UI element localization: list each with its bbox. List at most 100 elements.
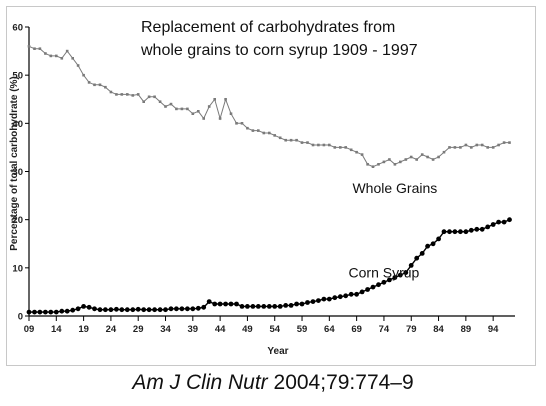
data-point-whole-grains bbox=[284, 138, 287, 142]
data-point-corn-syrup bbox=[250, 304, 256, 309]
data-point-corn-syrup bbox=[81, 304, 86, 309]
data-point-whole-grains bbox=[65, 49, 69, 53]
data-point-whole-grains bbox=[295, 138, 298, 142]
data-point-corn-syrup bbox=[376, 282, 381, 288]
data-point-corn-syrup bbox=[392, 275, 398, 280]
data-point-corn-syrup bbox=[419, 251, 425, 256]
data-point-corn-syrup bbox=[436, 236, 441, 242]
data-point-whole-grains bbox=[311, 143, 315, 147]
data-point-corn-syrup bbox=[32, 309, 37, 315]
y-tick-label: 20 bbox=[12, 215, 23, 226]
axes bbox=[28, 27, 515, 317]
data-point-whole-grains bbox=[126, 93, 129, 96]
data-point-whole-grains bbox=[268, 131, 271, 135]
data-point-corn-syrup bbox=[163, 307, 168, 313]
data-point-whole-grains bbox=[502, 141, 506, 144]
data-point-whole-grains bbox=[153, 95, 156, 99]
data-point-corn-syrup bbox=[266, 304, 272, 309]
data-point-corn-syrup bbox=[463, 229, 469, 235]
data-point-corn-syrup bbox=[272, 304, 278, 309]
data-point-whole-grains bbox=[464, 143, 468, 147]
data-point-corn-syrup bbox=[490, 222, 496, 227]
data-point-corn-syrup bbox=[326, 296, 332, 302]
data-point-whole-grains bbox=[27, 45, 31, 48]
data-point-whole-grains bbox=[136, 93, 140, 96]
data-point-whole-grains bbox=[147, 95, 151, 99]
data-point-corn-syrup bbox=[337, 294, 343, 300]
data-point-whole-grains bbox=[262, 131, 266, 135]
data-point-whole-grains bbox=[115, 93, 118, 96]
data-point-corn-syrup bbox=[114, 306, 119, 312]
data-point-whole-grains bbox=[164, 105, 167, 108]
x-tick-label: 09 bbox=[24, 324, 35, 335]
data-point-corn-syrup bbox=[70, 307, 76, 313]
data-point-whole-grains bbox=[186, 107, 189, 111]
data-point-whole-grains bbox=[289, 138, 293, 142]
data-point-corn-syrup bbox=[288, 303, 294, 308]
data-point-corn-syrup bbox=[64, 308, 70, 314]
data-point-whole-grains bbox=[344, 146, 347, 149]
data-point-whole-grains bbox=[360, 153, 364, 156]
data-point-corn-syrup bbox=[86, 304, 92, 310]
data-point-whole-grains bbox=[388, 158, 391, 161]
data-point-corn-syrup bbox=[452, 229, 458, 235]
data-point-whole-grains bbox=[508, 141, 511, 144]
data-point-corn-syrup bbox=[408, 263, 414, 268]
data-point-whole-grains bbox=[491, 146, 495, 149]
data-point-whole-grains bbox=[44, 52, 47, 55]
data-point-corn-syrup bbox=[228, 301, 234, 307]
data-point-corn-syrup bbox=[152, 307, 158, 313]
data-point-corn-syrup bbox=[37, 309, 43, 315]
data-point-whole-grains bbox=[306, 141, 309, 144]
data-point-whole-grains bbox=[197, 110, 200, 113]
data-point-whole-grains bbox=[399, 160, 402, 164]
y-axis-label: Percentage of total carbohydrate (%) bbox=[9, 76, 20, 250]
data-point-corn-syrup bbox=[458, 229, 463, 235]
data-point-whole-grains bbox=[142, 100, 145, 103]
data-point-corn-syrup bbox=[168, 306, 174, 312]
data-point-whole-grains bbox=[82, 73, 85, 77]
y-tick-label: 0 bbox=[18, 312, 23, 323]
data-point-corn-syrup bbox=[97, 307, 103, 313]
data-point-whole-grains bbox=[98, 83, 102, 87]
data-point-whole-grains bbox=[76, 64, 80, 67]
data-point-corn-syrup bbox=[474, 226, 480, 232]
data-point-whole-grains bbox=[409, 155, 413, 159]
data-point-whole-grains bbox=[426, 155, 429, 159]
data-point-whole-grains bbox=[300, 141, 304, 144]
data-point-corn-syrup bbox=[223, 301, 229, 307]
series-annotation: Corn Syrup bbox=[349, 264, 420, 280]
data-point-whole-grains bbox=[393, 163, 397, 166]
x-axis-ticks: 09 14 19 24 29 34 39 44 49 54 59 64 69 74 79 84 89 94 bbox=[24, 316, 499, 335]
data-point-corn-syrup bbox=[201, 304, 207, 310]
x-tick-label: 54 bbox=[269, 324, 280, 335]
data-point-whole-grains bbox=[218, 117, 222, 120]
data-point-corn-syrup bbox=[370, 284, 376, 290]
annotations: Whole Grains Corn Syrup bbox=[349, 180, 438, 280]
data-point-whole-grains bbox=[459, 146, 462, 149]
data-point-whole-grains bbox=[453, 146, 457, 149]
data-point-corn-syrup bbox=[190, 306, 196, 312]
data-point-corn-syrup bbox=[316, 298, 321, 303]
x-tick-label: 44 bbox=[215, 324, 226, 335]
data-point-whole-grains bbox=[158, 100, 162, 103]
data-point-whole-grains bbox=[404, 158, 408, 161]
data-point-whole-grains bbox=[431, 158, 435, 161]
series-whole-grains bbox=[27, 45, 511, 168]
data-point-whole-grains bbox=[240, 122, 244, 125]
data-point-corn-syrup bbox=[348, 291, 354, 297]
data-point-corn-syrup bbox=[146, 307, 152, 313]
data-point-whole-grains bbox=[202, 117, 205, 120]
data-point-whole-grains bbox=[38, 47, 42, 50]
data-point-corn-syrup bbox=[185, 306, 190, 312]
data-point-whole-grains bbox=[349, 148, 353, 152]
data-point-whole-grains bbox=[420, 153, 424, 156]
y-tick-label: 30 bbox=[12, 167, 23, 178]
x-tick-label: 34 bbox=[160, 324, 171, 335]
data-point-corn-syrup bbox=[103, 307, 108, 313]
data-point-corn-syrup bbox=[48, 309, 54, 315]
data-point-whole-grains bbox=[191, 112, 195, 115]
x-tick-label: 84 bbox=[433, 324, 444, 335]
data-point-whole-grains bbox=[235, 122, 238, 125]
data-point-whole-grains bbox=[131, 94, 135, 97]
